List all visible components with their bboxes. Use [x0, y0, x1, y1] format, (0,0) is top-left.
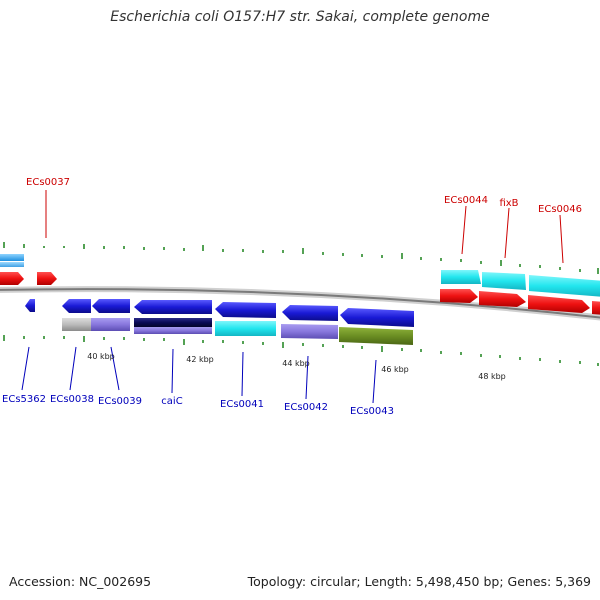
genome-backbone-core — [0, 288, 600, 319]
gene-arrow-ecs0043 — [340, 308, 414, 327]
scale-label-44kbp: 44 kbp — [282, 359, 310, 368]
gene-arrow-ecs0037 — [37, 272, 57, 285]
label-ecs0038: ECs0038 — [50, 394, 94, 405]
feature-cyan-ecs0046 — [529, 275, 600, 297]
scale-label-48kbp: 48 kbp — [478, 372, 506, 381]
gene-arrow-caic — [134, 300, 212, 314]
feature-olive-ecs0043 — [339, 327, 413, 345]
gene-arrow-ecs0041 — [215, 302, 276, 318]
scale-label-42kbp: 42 kbp — [186, 355, 214, 364]
label-fixb: fixB — [499, 198, 518, 209]
upper-tick-ring — [3, 242, 599, 274]
gene-arrow-ecs0044 — [440, 289, 478, 303]
scale-label-40kbp: 40 kbp — [87, 352, 115, 361]
label-ecs0042: ECs0042 — [284, 402, 328, 413]
feature-sky-left-b — [0, 262, 24, 267]
feature-lavender-ecs0039 — [91, 318, 130, 331]
feature-lavender-caic — [134, 327, 212, 334]
feature-lavender-ecs0042 — [281, 324, 338, 339]
label-caic: caiC — [161, 396, 182, 407]
feature-cyan-ecs0041 — [215, 321, 276, 336]
label-ecs0043: ECs0043 — [350, 406, 394, 417]
feature-cyan-ecs0044 — [441, 270, 481, 284]
gene-arrow-ecs0042 — [282, 305, 338, 321]
gene-arrow-ecs0039 — [92, 299, 130, 313]
label-ecs0041: ECs0041 — [220, 399, 264, 410]
genome-summary-text: Topology: circular; Length: 5,498,450 bp… — [247, 574, 591, 589]
gene-arrow-ecs0046 — [528, 295, 590, 313]
gene-arrow-ecs5362 — [25, 299, 35, 312]
feature-sky-left — [0, 254, 24, 261]
label-ecs5362: ECs5362 — [2, 394, 46, 405]
feature-cyan-fixb — [482, 272, 526, 290]
map-title: Escherichia coli O157:H7 str. Sakai, com… — [110, 9, 490, 25]
gene-arrow-red-right — [592, 301, 600, 315]
label-ecs0046: ECs0046 — [538, 204, 582, 215]
accession-text: Accession: NC_002695 — [9, 574, 152, 589]
feature-navy-caic — [134, 318, 212, 327]
gene-arrow-fixb — [479, 291, 526, 307]
label-ecs0044: ECs0044 — [444, 195, 488, 206]
scale-label-46kbp: 46 kbp — [381, 365, 409, 374]
lower-label-leaders — [21, 346, 377, 404]
gene-arrow-ecs0038 — [62, 299, 91, 313]
label-ecs0039: ECs0039 — [98, 396, 142, 407]
gene-arrow-red-left — [0, 272, 24, 285]
lower-tick-ring — [3, 335, 599, 366]
upper-label-leaders — [45, 190, 564, 264]
label-ecs0037: ECs0037 — [26, 177, 70, 188]
feature-grey-ecs0038 — [62, 318, 91, 331]
